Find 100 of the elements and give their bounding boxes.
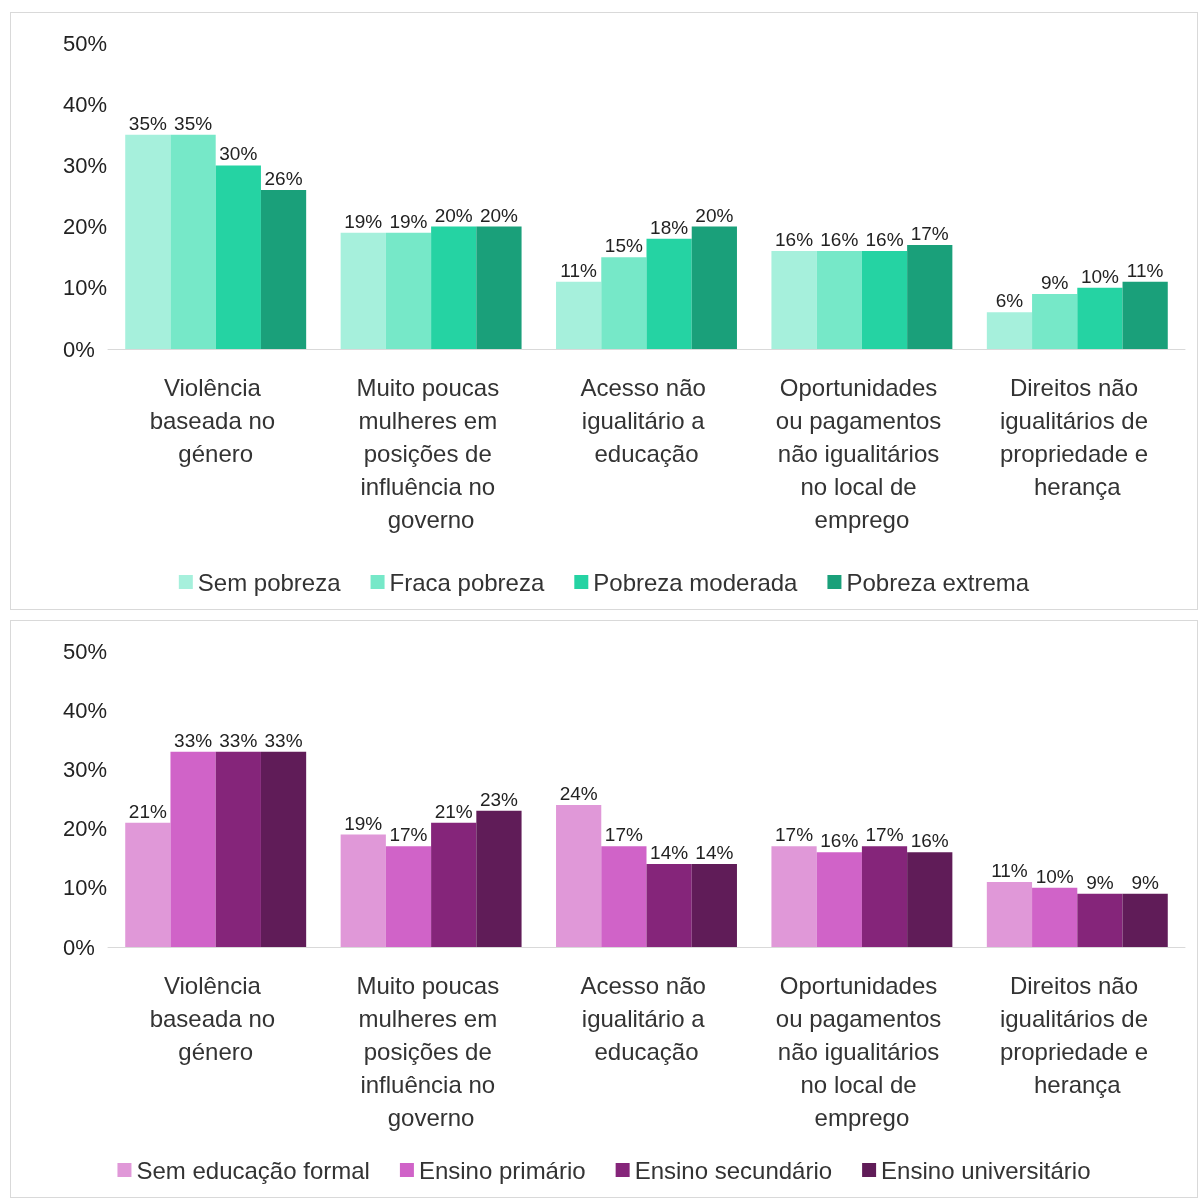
- legend-label: Ensino universitário: [881, 1156, 1091, 1184]
- y-tick-label: 40%: [63, 91, 108, 117]
- bar: [340, 232, 386, 349]
- legend-label: Pobreza moderada: [593, 568, 799, 596]
- bar: [556, 804, 602, 947]
- y-tick-label: 30%: [63, 756, 108, 782]
- data-label: 17%: [604, 824, 643, 846]
- data-label: 24%: [559, 782, 598, 804]
- data-label: 17%: [775, 824, 814, 846]
- bar: [385, 846, 432, 947]
- bar: [431, 226, 477, 349]
- x-tick-label: Direitos não igualitários de propriedade e herança: [999, 972, 1155, 1098]
- data-label: 19%: [389, 210, 428, 232]
- x-tick-label: Violência baseada no género: [149, 374, 282, 467]
- legend-label: Sem pobreza: [197, 568, 342, 596]
- data-label: 11%: [991, 859, 1028, 881]
- bar: [476, 810, 522, 947]
- legend-label: Pobreza extrema: [846, 568, 1030, 596]
- bar: [1122, 893, 1168, 947]
- data-label: 18%: [650, 216, 689, 238]
- legend-label: Sem educação formal: [136, 1156, 370, 1184]
- data-label: 19%: [344, 210, 383, 232]
- data-label: 14%: [650, 842, 689, 864]
- data-label: 9%: [1086, 871, 1114, 893]
- data-label: 9%: [1040, 271, 1069, 293]
- bar: [1032, 293, 1078, 349]
- bar: [1077, 287, 1123, 349]
- y-tick-label: 10%: [63, 875, 108, 901]
- bar: [861, 846, 908, 947]
- y-tick-label: 20%: [63, 214, 108, 240]
- data-label: 20%: [434, 204, 473, 226]
- legend-label: Ensino primário: [418, 1156, 586, 1184]
- data-label: 16%: [820, 229, 859, 251]
- data-label: 14%: [695, 842, 734, 864]
- data-label: 33%: [264, 729, 303, 751]
- data-label: 16%: [775, 229, 814, 251]
- data-label: 26%: [264, 167, 303, 189]
- bar: [986, 312, 1033, 349]
- data-label: 20%: [479, 204, 519, 226]
- x-tick-label: Acesso não igualitário a educação: [580, 972, 713, 1065]
- data-label: 15%: [604, 235, 643, 257]
- y-tick-label: 0%: [63, 336, 95, 362]
- data-label: 20%: [695, 204, 734, 226]
- bar: [215, 165, 261, 349]
- bar: [215, 751, 261, 947]
- data-label: 16%: [820, 830, 859, 852]
- bar: [907, 852, 953, 947]
- bar: [1077, 893, 1123, 947]
- legend-label: Fraca pobreza: [389, 568, 545, 596]
- data-label: 17%: [865, 824, 904, 846]
- bar: [385, 232, 432, 349]
- bar: [476, 226, 522, 349]
- bar: [646, 238, 692, 349]
- x-tick-label: Oportunidades ou pagamentos não igualitários no local de emprego: [775, 374, 948, 533]
- bar: [125, 822, 171, 947]
- y-tick-label: 50%: [63, 638, 108, 664]
- data-label: 21%: [128, 800, 167, 822]
- data-label: 11%: [560, 259, 598, 281]
- data-label: 23%: [479, 788, 519, 810]
- data-label: 21%: [434, 800, 473, 822]
- x-tick-label: Acesso não igualitário a educação: [580, 374, 713, 467]
- data-label: 33%: [174, 729, 213, 751]
- bar: [816, 251, 862, 349]
- y-tick-label: 20%: [63, 816, 108, 842]
- data-label: 10%: [1080, 265, 1120, 287]
- data-label: 30%: [219, 143, 258, 165]
- bar: [431, 822, 477, 947]
- y-tick-label: 50%: [63, 30, 108, 56]
- bar: [771, 846, 817, 947]
- data-label: 17%: [389, 824, 428, 846]
- y-tick-label: 0%: [63, 934, 95, 960]
- data-label: 35%: [128, 112, 167, 134]
- bar: [125, 134, 171, 349]
- bar: [260, 189, 307, 349]
- bar: [816, 852, 862, 947]
- data-label: 10%: [1035, 865, 1074, 887]
- bar: [601, 257, 647, 349]
- bar: [986, 881, 1033, 947]
- data-label: 35%: [174, 112, 213, 134]
- bar: [646, 864, 692, 947]
- bar: [691, 864, 737, 947]
- data-label: 9%: [1131, 871, 1159, 893]
- data-label: 17%: [910, 222, 949, 244]
- y-tick-label: 30%: [63, 152, 108, 178]
- data-label: 19%: [344, 812, 383, 834]
- x-tick-label: Muito poucas mulheres em posições de influência no governo: [356, 972, 506, 1131]
- bar: [170, 134, 216, 349]
- bar: [1032, 887, 1078, 947]
- data-label: 16%: [865, 229, 904, 251]
- bar: [907, 244, 953, 349]
- bar: [1122, 281, 1168, 349]
- y-tick-label: 10%: [63, 275, 108, 301]
- data-label: 16%: [910, 830, 949, 852]
- bar: [170, 751, 216, 947]
- bar: [260, 751, 307, 947]
- bar: [340, 834, 386, 947]
- bar: [601, 846, 647, 947]
- bar: [771, 251, 817, 349]
- x-tick-label: Oportunidades ou pagamentos não igualitários no local de emprego: [775, 972, 948, 1131]
- legend-label: Ensino secundário: [634, 1156, 833, 1184]
